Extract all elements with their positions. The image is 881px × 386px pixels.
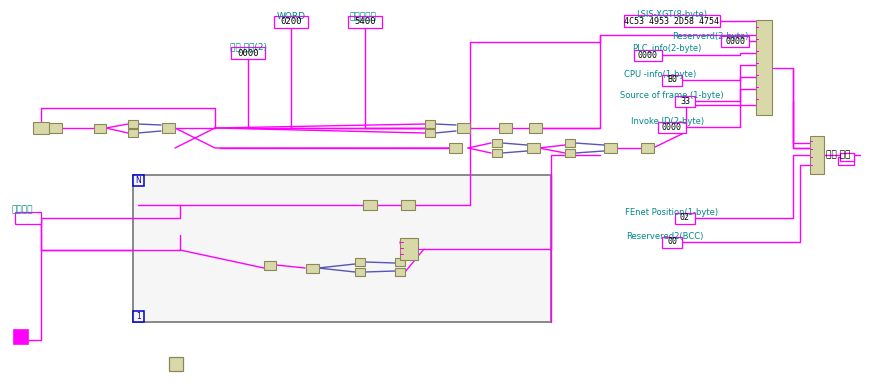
Bar <box>401 200 415 210</box>
Bar <box>169 357 183 371</box>
Bar <box>838 157 854 165</box>
Text: 02: 02 <box>680 213 690 222</box>
Text: FEnet Position(1-byte): FEnet Position(1-byte) <box>626 208 719 217</box>
Bar <box>658 122 686 132</box>
Text: CPU -info(1-byte): CPU -info(1-byte) <box>624 70 696 79</box>
Text: 0000: 0000 <box>638 51 658 59</box>
Bar <box>840 153 854 161</box>
Bar <box>161 123 174 133</box>
Text: Source of frame (1-byte): Source of frame (1-byte) <box>620 91 724 100</box>
Bar <box>756 20 772 115</box>
Text: 읽기명령어: 읽기명령어 <box>350 12 376 21</box>
Bar <box>499 123 512 133</box>
Text: 예약 공역(2): 예약 공역(2) <box>229 42 266 51</box>
Text: 0000: 0000 <box>662 122 682 132</box>
Bar <box>603 143 617 153</box>
Text: B0: B0 <box>667 76 677 85</box>
Bar <box>492 149 502 157</box>
Text: 직접변수: 직접변수 <box>12 205 33 215</box>
Bar <box>400 238 418 260</box>
Text: PLC_info(2-byte): PLC_info(2-byte) <box>633 44 701 53</box>
Bar <box>527 143 539 153</box>
Bar <box>133 311 144 322</box>
Text: 0200: 0200 <box>280 17 302 27</box>
Bar <box>721 36 749 46</box>
Bar <box>624 15 720 27</box>
Bar <box>355 268 365 276</box>
Bar <box>395 268 405 276</box>
Bar <box>675 95 695 107</box>
Bar <box>492 139 502 147</box>
Bar <box>264 261 276 269</box>
Bar <box>348 16 382 28</box>
Bar <box>15 212 41 224</box>
Text: N: N <box>136 176 141 185</box>
Bar <box>810 136 824 174</box>
Bar <box>363 200 377 210</box>
Bar <box>640 143 654 153</box>
Bar <box>662 237 682 247</box>
Text: 33: 33 <box>680 96 690 105</box>
Bar <box>306 264 319 273</box>
Bar <box>448 143 462 153</box>
Text: LSIS-XGT(8-byte): LSIS-XGT(8-byte) <box>636 10 707 19</box>
Bar <box>565 149 575 157</box>
Text: Invoke ID(2-byte): Invoke ID(2-byte) <box>632 117 705 126</box>
Bar <box>48 123 62 133</box>
Bar <box>133 175 551 322</box>
Bar <box>128 129 138 137</box>
Bar <box>675 213 695 223</box>
Bar <box>634 49 662 61</box>
Bar <box>274 16 308 28</box>
Bar <box>14 330 28 344</box>
Bar <box>529 123 542 133</box>
Text: 0000: 0000 <box>725 37 745 46</box>
Bar <box>425 120 435 128</box>
Text: WORD: WORD <box>277 12 306 21</box>
Bar <box>425 129 435 137</box>
Text: Reserverd(2-byte): Reserverd(2-byte) <box>671 32 748 41</box>
Bar <box>33 122 49 134</box>
Bar <box>133 175 144 186</box>
Bar <box>662 74 682 86</box>
Text: 00: 00 <box>667 237 677 247</box>
Bar <box>565 139 575 147</box>
Bar <box>456 123 470 133</box>
Bar <box>231 47 265 59</box>
Text: 5400: 5400 <box>354 17 376 27</box>
Bar <box>355 258 365 266</box>
Text: Reservered2(BCC): Reservered2(BCC) <box>626 232 704 241</box>
Text: 0000: 0000 <box>237 49 259 58</box>
Bar <box>128 120 138 128</box>
Text: 개별 읽기: 개별 읽기 <box>826 151 850 159</box>
Text: 4C53 4953 2D58 4754: 4C53 4953 2D58 4754 <box>625 17 720 25</box>
Bar <box>94 124 106 132</box>
Bar <box>395 258 405 266</box>
Text: 1: 1 <box>137 312 141 321</box>
